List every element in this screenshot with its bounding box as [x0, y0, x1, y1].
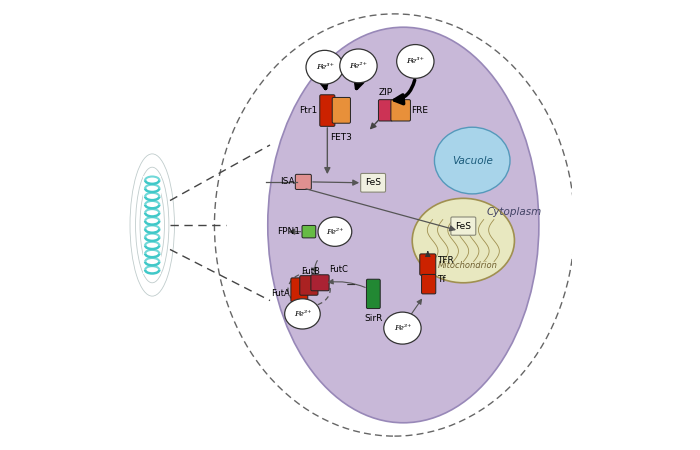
Ellipse shape: [268, 27, 539, 423]
FancyArrowPatch shape: [394, 80, 414, 104]
Text: Cytoplasm: Cytoplasm: [486, 207, 542, 216]
Text: Fe³⁺: Fe³⁺: [294, 310, 311, 318]
Text: Vacuole: Vacuole: [452, 156, 493, 166]
Text: SirR: SirR: [364, 314, 382, 323]
Text: FutB: FutB: [301, 267, 320, 276]
FancyBboxPatch shape: [300, 276, 318, 295]
Text: FeS: FeS: [365, 178, 381, 187]
Text: Fe³⁺: Fe³⁺: [406, 58, 424, 65]
Ellipse shape: [340, 49, 377, 83]
FancyBboxPatch shape: [295, 174, 312, 189]
Text: FET3: FET3: [330, 133, 352, 142]
FancyBboxPatch shape: [320, 95, 335, 126]
Text: Fe²⁺: Fe²⁺: [326, 228, 344, 236]
FancyBboxPatch shape: [420, 254, 436, 275]
FancyBboxPatch shape: [391, 99, 410, 121]
FancyBboxPatch shape: [379, 99, 393, 121]
FancyBboxPatch shape: [421, 274, 436, 294]
Text: −: −: [346, 279, 356, 292]
FancyBboxPatch shape: [451, 217, 476, 235]
Ellipse shape: [412, 198, 514, 283]
FancyBboxPatch shape: [311, 275, 329, 291]
Text: FutC: FutC: [329, 265, 348, 274]
Ellipse shape: [306, 50, 343, 84]
Bar: [144, 176, 161, 274]
Ellipse shape: [318, 217, 352, 246]
Text: ISA: ISA: [280, 177, 295, 186]
Text: Mitochondrion: Mitochondrion: [438, 261, 498, 270]
Text: ZIP: ZIP: [379, 89, 393, 98]
Text: Tf: Tf: [437, 275, 445, 284]
Text: TFR: TFR: [437, 256, 454, 266]
Text: FPN1: FPN1: [276, 227, 300, 236]
FancyBboxPatch shape: [366, 279, 380, 309]
Text: Fe³⁺: Fe³⁺: [394, 324, 411, 332]
FancyBboxPatch shape: [360, 173, 386, 192]
FancyArrowPatch shape: [320, 80, 328, 89]
Text: Fe³⁺: Fe³⁺: [316, 63, 334, 71]
Ellipse shape: [384, 312, 421, 344]
FancyArrowPatch shape: [356, 80, 363, 89]
Text: FutA: FutA: [272, 289, 290, 298]
FancyBboxPatch shape: [332, 98, 351, 123]
Ellipse shape: [435, 127, 510, 194]
Ellipse shape: [397, 45, 434, 78]
Ellipse shape: [285, 299, 320, 329]
FancyBboxPatch shape: [291, 278, 308, 302]
Text: Fe²⁺: Fe²⁺: [349, 62, 368, 70]
FancyBboxPatch shape: [302, 225, 316, 238]
Text: Ftr1: Ftr1: [300, 106, 318, 115]
Text: FeS: FeS: [455, 221, 471, 230]
Text: FRE: FRE: [412, 106, 428, 115]
